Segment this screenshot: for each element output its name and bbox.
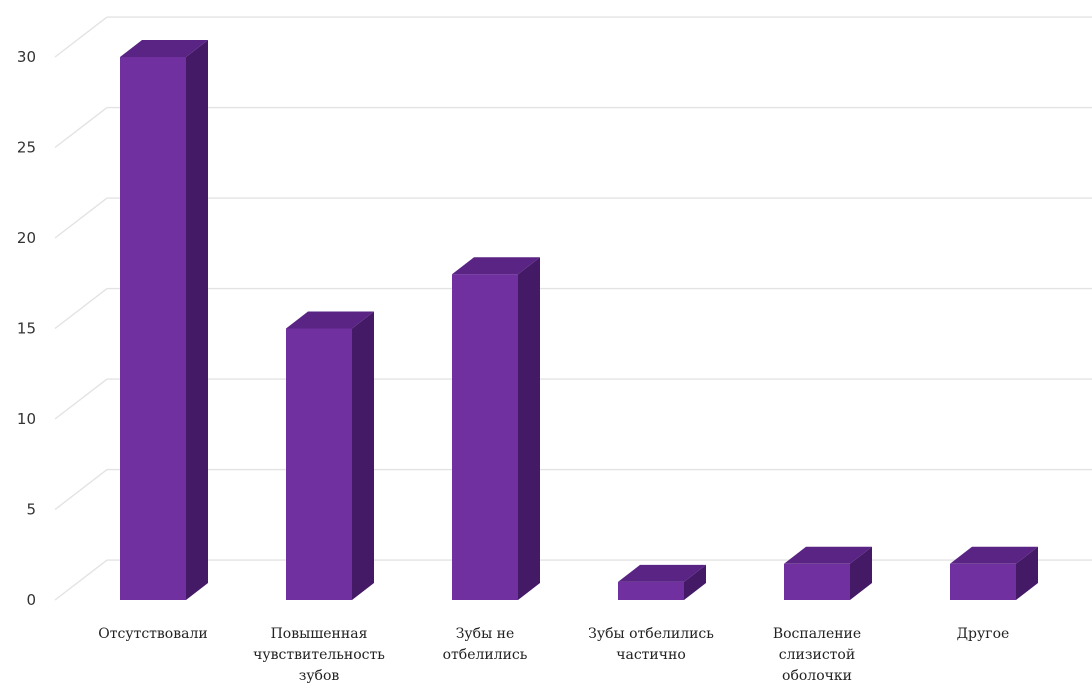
- gridline-depth: [54, 287, 108, 330]
- bar-top: [950, 546, 1038, 564]
- y-tick-label: 10: [17, 410, 36, 428]
- bar: [618, 564, 706, 600]
- grid-lines: [54, 16, 1092, 601]
- bar-front: [452, 274, 518, 600]
- bar-side: [518, 257, 540, 600]
- bar-top: [784, 546, 872, 564]
- y-tick-label: 5: [26, 501, 36, 519]
- gridline-depth: [54, 16, 108, 58]
- bar-front: [784, 563, 850, 600]
- bar-top: [618, 564, 706, 582]
- y-tick-label: 25: [17, 139, 36, 157]
- bar-side: [186, 40, 208, 600]
- x-category-label: Другое: [957, 626, 1010, 642]
- y-tick-label: 15: [17, 320, 36, 338]
- bar-side: [684, 564, 706, 600]
- bar-front: [950, 563, 1016, 600]
- gridline-depth: [54, 106, 108, 149]
- bar: [950, 546, 1038, 600]
- gridline-depth: [54, 559, 108, 601]
- bar-front: [120, 57, 186, 600]
- x-category-label: Зубы отбелились частично: [588, 626, 714, 663]
- bar: [452, 257, 540, 600]
- bar-side: [1016, 546, 1038, 600]
- x-category-label: Отсутствовали: [98, 626, 207, 642]
- y-tick-label: 20: [17, 229, 36, 247]
- bar: [286, 311, 374, 600]
- y-tick-label: 30: [17, 48, 36, 66]
- bar-front: [618, 581, 684, 600]
- x-category-label: Зубы не отбелились: [443, 626, 528, 663]
- bar-top: [286, 311, 374, 329]
- y-tick-label: 0: [26, 591, 36, 609]
- x-axis-category-labels: Отсутствовали Повышенная чувствительность з…: [98, 626, 1009, 684]
- gridline-depth: [54, 197, 108, 239]
- x-category-label: Воспаление слизистой оболочки: [773, 626, 861, 684]
- bar-side: [352, 311, 374, 600]
- bar-top: [120, 40, 208, 57]
- x-category-label: Повышенная чувствительность зубов: [253, 626, 385, 684]
- bar-side: [850, 546, 872, 600]
- y-axis-ticks: 0 5 10 15 20 25 30: [17, 48, 36, 609]
- bar: [120, 40, 208, 600]
- bar-front: [286, 328, 352, 600]
- bar-top: [452, 257, 540, 275]
- gridline-depth: [54, 468, 108, 511]
- bar: [784, 546, 872, 600]
- bars: [120, 40, 1038, 600]
- gridline-depth: [54, 378, 108, 420]
